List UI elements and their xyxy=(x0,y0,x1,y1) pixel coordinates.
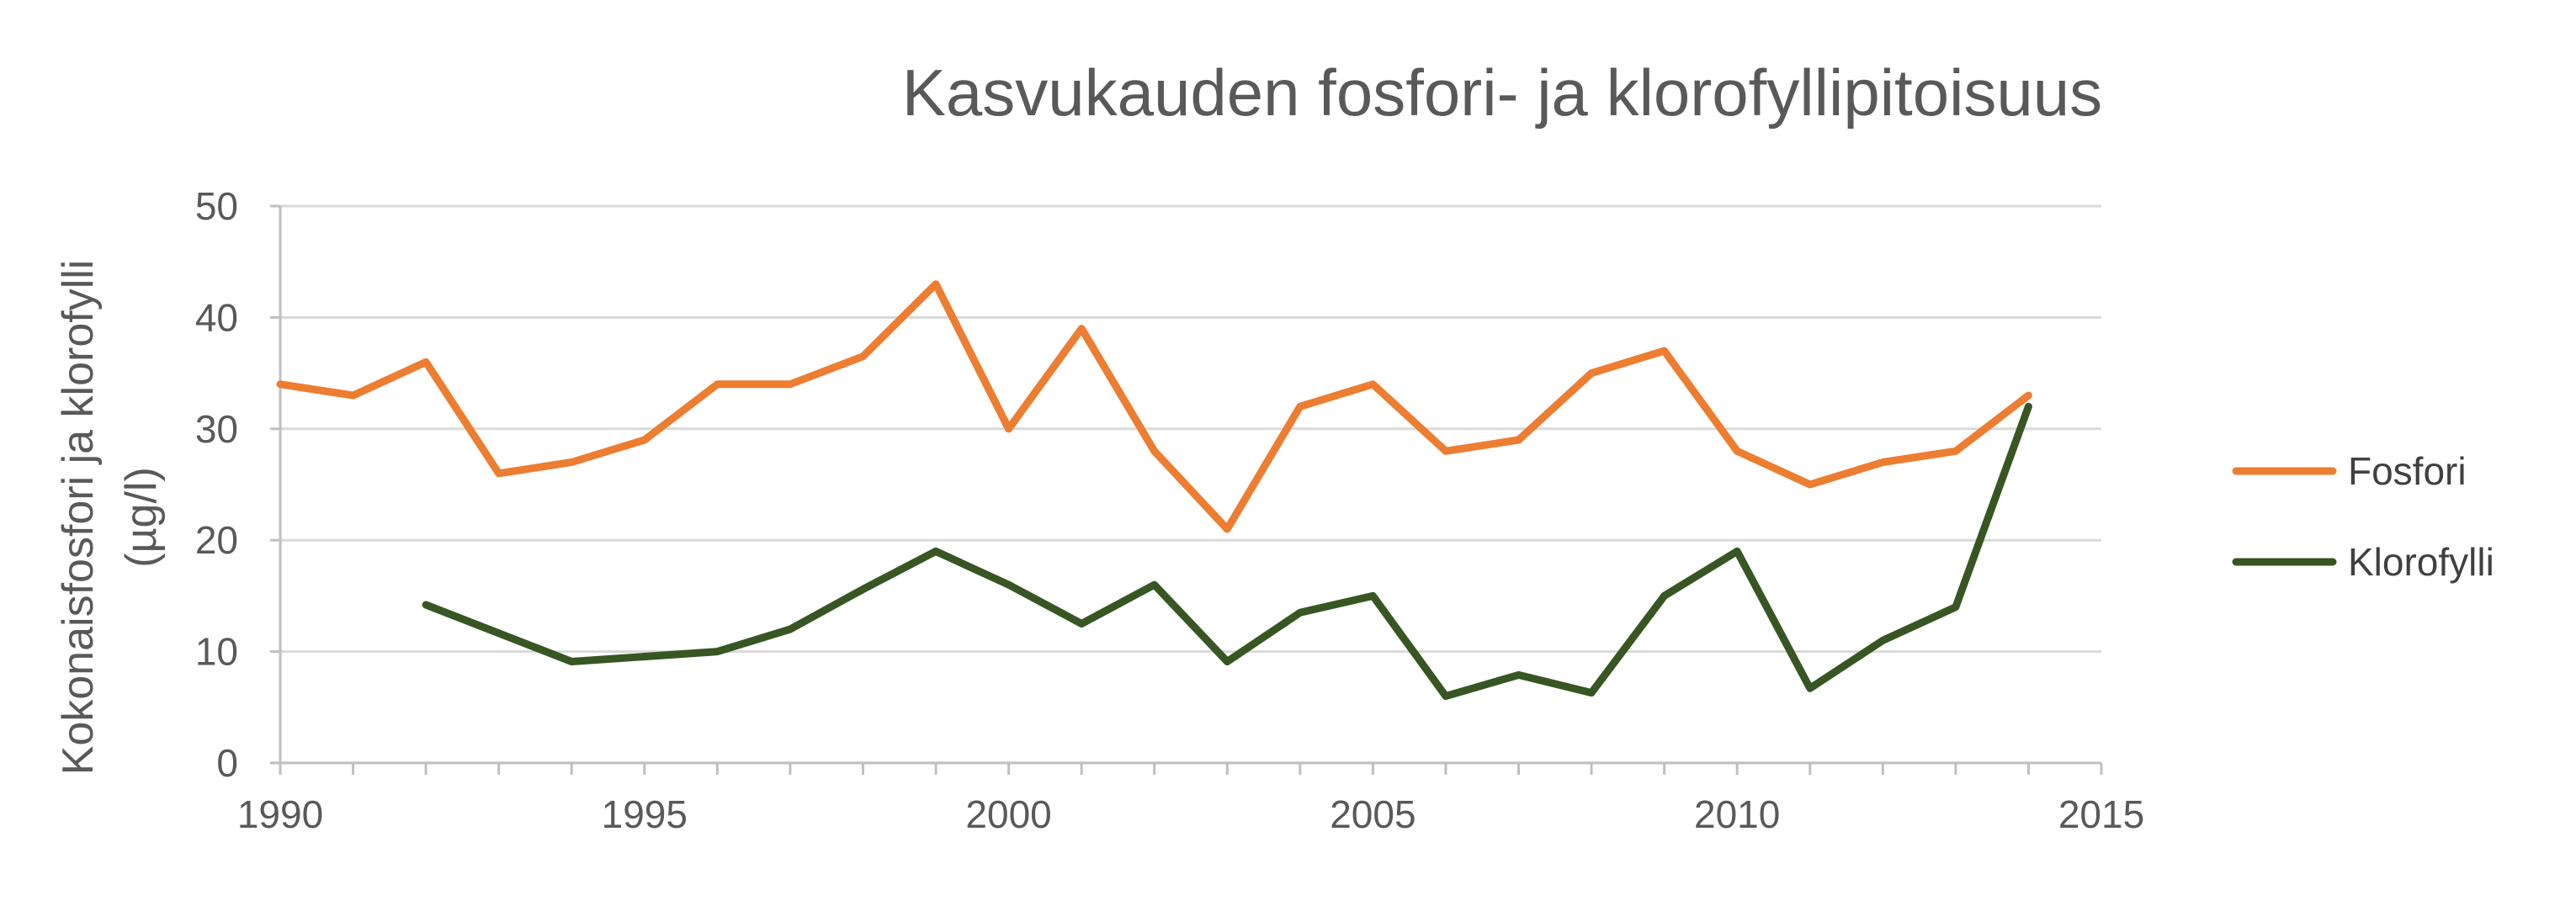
chart-title: Kasvukauden fosfori- ja klorofyllipitois… xyxy=(902,56,2102,130)
x-tick-label: 2015 xyxy=(2058,792,2144,836)
x-tick-label: 1990 xyxy=(237,792,323,836)
legend: Fosfori Klorofylli xyxy=(2232,449,2494,584)
x-tick-labels: 1990 1995 2000 2005 2010 2015 xyxy=(237,792,2144,836)
x-tick-label: 2000 xyxy=(965,792,1051,836)
series-line-klorofylli xyxy=(422,402,2032,701)
y-axis-title-line-1: Kokonaisfosfori ja klorofylli xyxy=(54,260,103,776)
legend-label-klorofylli: Klorofylli xyxy=(2348,540,2494,584)
axes xyxy=(270,204,2103,775)
y-tick-label: 50 xyxy=(195,184,238,228)
y-tick-label: 30 xyxy=(195,407,238,451)
y-tick-label: 20 xyxy=(195,518,238,562)
series-lines xyxy=(276,280,2032,701)
x-tick-label: 1995 xyxy=(602,792,688,836)
y-axis-title: Kokonaisfosfori ja klorofylli (µg/l) xyxy=(54,260,166,776)
legend-label-fosfori: Fosfori xyxy=(2348,449,2467,493)
gridlines xyxy=(280,204,2101,654)
x-tick-label: 2010 xyxy=(1694,792,1780,836)
series-line-fosfori xyxy=(276,280,2032,533)
y-tick-label: 40 xyxy=(195,295,238,339)
x-tick-label: 2005 xyxy=(1330,792,1415,836)
y-tick-labels: 0 10 20 30 40 50 xyxy=(195,184,238,785)
y-tick-label: 0 xyxy=(216,741,238,785)
y-tick-label: 10 xyxy=(195,630,238,674)
y-axis-title-line-2: (µg/l) xyxy=(117,467,166,568)
